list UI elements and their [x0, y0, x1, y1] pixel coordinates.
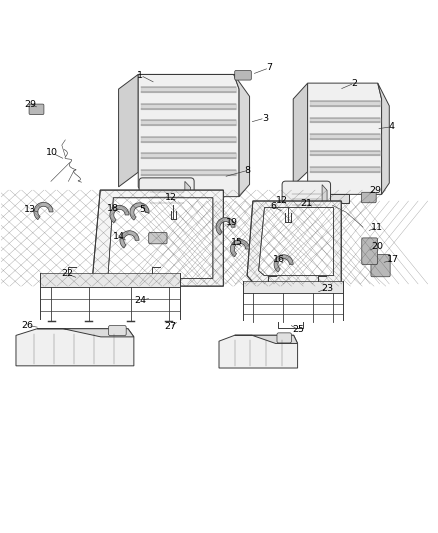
Text: 2: 2: [351, 79, 357, 87]
Polygon shape: [322, 184, 327, 213]
Text: 26: 26: [22, 321, 34, 330]
Text: 8: 8: [244, 166, 251, 175]
Polygon shape: [119, 75, 138, 187]
Polygon shape: [259, 208, 334, 276]
Text: 14: 14: [113, 232, 124, 241]
Polygon shape: [274, 255, 293, 272]
Polygon shape: [235, 335, 297, 343]
Polygon shape: [110, 205, 129, 223]
Polygon shape: [378, 83, 389, 195]
FancyBboxPatch shape: [235, 70, 251, 80]
Text: 16: 16: [273, 255, 285, 264]
Text: 29: 29: [369, 185, 381, 195]
Text: 12: 12: [165, 193, 177, 202]
Polygon shape: [92, 190, 223, 286]
FancyBboxPatch shape: [168, 199, 178, 206]
Text: 25: 25: [293, 325, 304, 334]
FancyBboxPatch shape: [282, 181, 331, 216]
Text: 11: 11: [371, 223, 383, 232]
FancyBboxPatch shape: [371, 254, 390, 277]
Text: 17: 17: [387, 255, 399, 264]
Polygon shape: [234, 75, 250, 197]
FancyBboxPatch shape: [109, 326, 126, 336]
Polygon shape: [307, 83, 381, 195]
Text: 27: 27: [164, 322, 176, 331]
Polygon shape: [108, 198, 213, 278]
Polygon shape: [185, 181, 191, 212]
Polygon shape: [138, 75, 239, 197]
FancyBboxPatch shape: [29, 104, 44, 115]
Polygon shape: [130, 203, 149, 220]
Text: 21: 21: [300, 199, 312, 208]
Text: 1: 1: [138, 71, 143, 80]
FancyBboxPatch shape: [149, 232, 167, 244]
Text: 29: 29: [25, 100, 36, 109]
Text: 19: 19: [226, 219, 238, 228]
FancyBboxPatch shape: [283, 202, 293, 209]
Polygon shape: [216, 217, 235, 235]
Text: 22: 22: [61, 269, 73, 278]
Text: 12: 12: [276, 196, 288, 205]
FancyBboxPatch shape: [139, 178, 194, 215]
Polygon shape: [293, 83, 307, 185]
Text: 7: 7: [266, 63, 272, 72]
Text: 10: 10: [46, 149, 58, 157]
Text: 4: 4: [389, 122, 395, 131]
Polygon shape: [164, 197, 197, 206]
Polygon shape: [16, 329, 134, 366]
Text: 13: 13: [25, 205, 36, 214]
Text: 20: 20: [371, 243, 383, 252]
Polygon shape: [243, 281, 343, 293]
Polygon shape: [40, 273, 180, 287]
Polygon shape: [247, 201, 341, 282]
FancyBboxPatch shape: [277, 333, 291, 343]
Text: 3: 3: [262, 114, 268, 123]
Text: 15: 15: [230, 238, 243, 247]
Text: 5: 5: [140, 205, 145, 214]
FancyBboxPatch shape: [361, 192, 376, 203]
Polygon shape: [37, 329, 134, 337]
FancyBboxPatch shape: [362, 238, 378, 264]
Polygon shape: [34, 203, 53, 220]
Polygon shape: [120, 231, 139, 248]
Polygon shape: [219, 335, 297, 368]
Text: 23: 23: [321, 284, 333, 293]
Polygon shape: [230, 239, 250, 257]
Text: 24: 24: [134, 296, 146, 305]
Text: 6: 6: [271, 202, 276, 211]
Polygon shape: [330, 195, 349, 204]
Text: 18: 18: [107, 204, 119, 213]
